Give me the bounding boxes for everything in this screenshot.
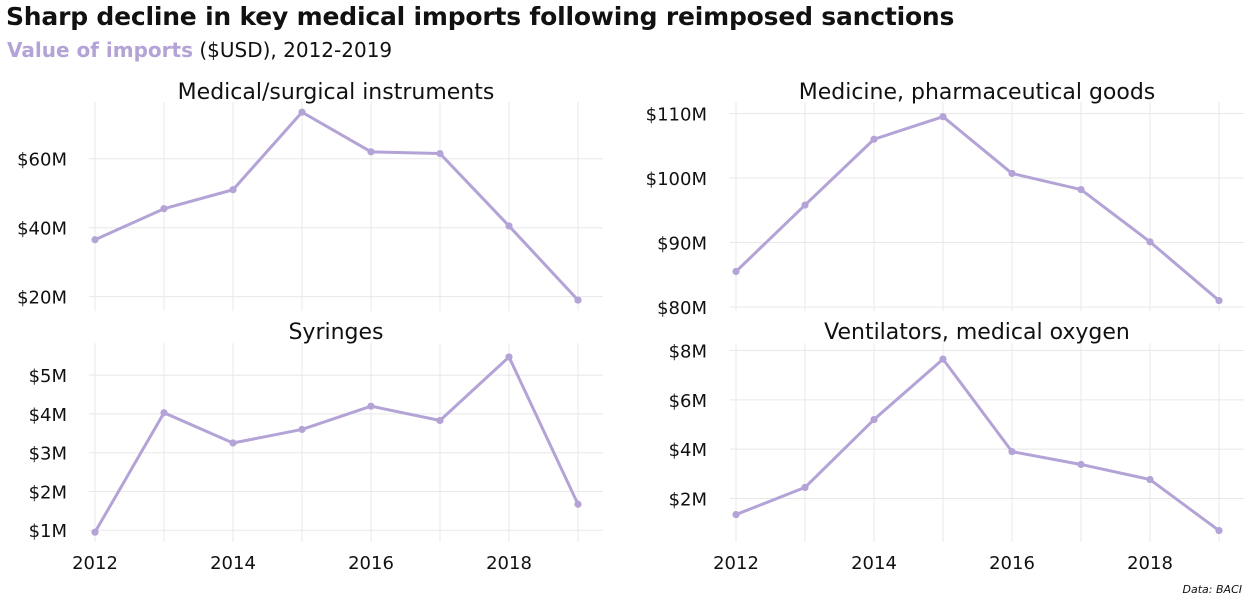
data-point bbox=[367, 402, 375, 410]
panel-title: Ventilators, medical oxygen bbox=[824, 320, 1130, 345]
y-tick-label: $2M bbox=[29, 482, 67, 503]
data-point bbox=[367, 148, 375, 156]
panel-title: Medicine, pharmaceutical goods bbox=[799, 80, 1156, 105]
series-line bbox=[734, 115, 1221, 303]
data-point bbox=[1146, 238, 1154, 246]
y-tick-label: $1M bbox=[29, 521, 67, 542]
y-tick-label: $2M bbox=[669, 490, 707, 511]
x-tick-label: 2018 bbox=[486, 553, 532, 574]
x-tick-label: 2014 bbox=[210, 553, 256, 574]
data-point bbox=[939, 355, 947, 363]
data-point bbox=[1215, 526, 1223, 535]
series-line bbox=[93, 110, 580, 302]
y-tick-label: $6M bbox=[669, 391, 707, 412]
data-point bbox=[1146, 475, 1154, 484]
subtitle-units-range: ($USD), 2012-2019 bbox=[193, 38, 393, 62]
x-tick-label: 2012 bbox=[713, 553, 759, 574]
x-tick-label: 2018 bbox=[1127, 553, 1173, 574]
data-point bbox=[91, 528, 99, 536]
data-point bbox=[436, 149, 444, 158]
data-point bbox=[801, 201, 809, 209]
data-point bbox=[1215, 296, 1223, 305]
data-point bbox=[939, 113, 947, 121]
data-point bbox=[1008, 169, 1016, 178]
data-point bbox=[160, 205, 168, 213]
x-tick-label: 2016 bbox=[989, 553, 1035, 574]
y-tick-label: $3M bbox=[29, 444, 67, 465]
data-point bbox=[1077, 185, 1085, 194]
y-tick-label: $4M bbox=[669, 440, 707, 461]
y-tick-label: $80M bbox=[657, 298, 707, 319]
x-tick-label: 2016 bbox=[348, 553, 394, 574]
panel-3: $1M $2M $3M $4M $5M 2012 2014 2016 2018 Syringes bbox=[29, 320, 603, 574]
data-point bbox=[229, 186, 237, 194]
data-point bbox=[732, 267, 740, 276]
y-tick-label: $20M bbox=[17, 288, 67, 309]
data-point bbox=[870, 415, 878, 424]
data-point bbox=[505, 353, 513, 361]
panel-title: Syringes bbox=[288, 320, 383, 345]
data-point bbox=[732, 510, 740, 519]
y-tick-label: $100M bbox=[646, 169, 707, 190]
y-tick-label: $5M bbox=[29, 366, 67, 387]
y-tick-label: $60M bbox=[17, 150, 67, 171]
data-point bbox=[870, 135, 878, 143]
data-point bbox=[298, 425, 306, 434]
data-point bbox=[801, 483, 809, 492]
data-point bbox=[574, 296, 582, 304]
panel-title: Medical/surgical instruments bbox=[178, 80, 495, 105]
data-point bbox=[436, 416, 444, 425]
panel-2: $80M $90M $100M $110M Medicine, pharmaceutic… bbox=[646, 80, 1244, 319]
x-tick-label: 2012 bbox=[72, 553, 118, 574]
data-point bbox=[505, 222, 513, 230]
y-tick-label: $90M bbox=[657, 233, 707, 254]
chart-subtitle: Value of imports ($USD), 2012-2019 bbox=[7, 38, 392, 62]
data-point bbox=[298, 108, 306, 116]
chart-title: Sharp decline in key medical imports fol… bbox=[6, 2, 955, 31]
data-point bbox=[1077, 460, 1085, 469]
x-tick-label: 2014 bbox=[851, 553, 897, 574]
y-tick-label: $4M bbox=[29, 405, 67, 426]
series-line bbox=[734, 357, 1221, 533]
y-tick-label: $40M bbox=[17, 219, 67, 240]
panel-4: $2M $4M $6M $8M 2012 2014 2016 2018 Ventilators,… bbox=[669, 320, 1244, 574]
subtitle-measure: Value of imports bbox=[7, 38, 193, 62]
data-point bbox=[574, 500, 582, 508]
y-tick-label: $8M bbox=[669, 341, 707, 362]
series-line bbox=[93, 355, 580, 534]
source-note: Data: BACI bbox=[1182, 583, 1242, 596]
y-tick-label: $110M bbox=[646, 104, 707, 125]
data-point bbox=[91, 236, 99, 244]
panel-1: $20M $40M $60M Medical/surgical instruments bbox=[17, 80, 603, 311]
data-point bbox=[160, 409, 168, 417]
data-point bbox=[1008, 448, 1016, 456]
data-point bbox=[229, 439, 237, 447]
